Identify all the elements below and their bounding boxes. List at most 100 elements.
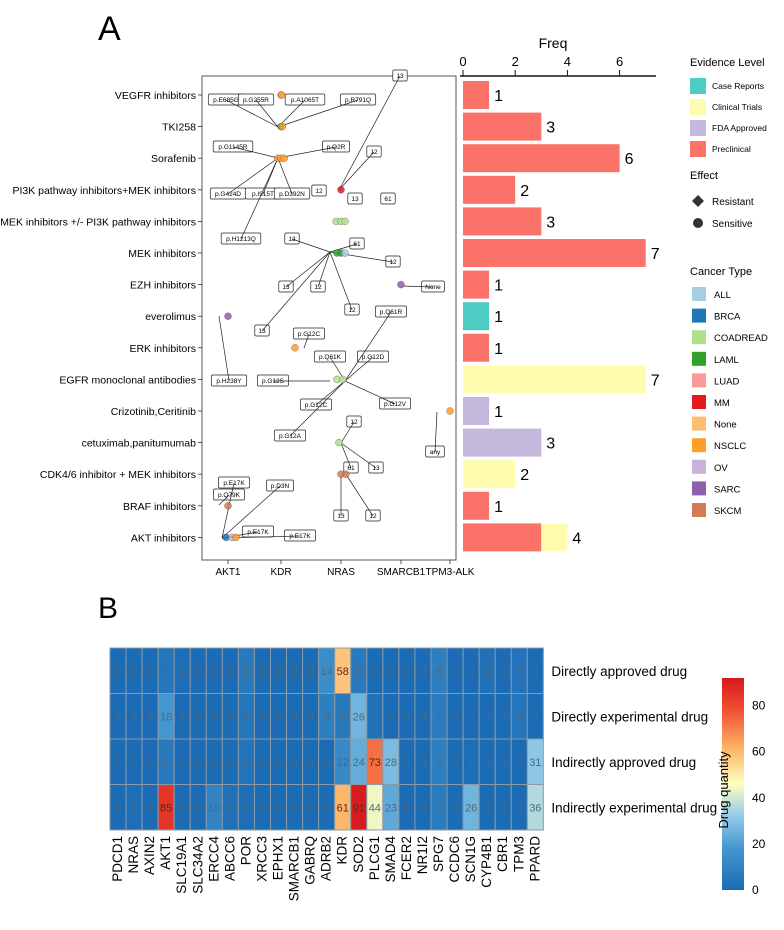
mutation-label: 61 bbox=[347, 465, 355, 472]
mutation-label-box bbox=[380, 192, 396, 205]
drug-label: BRAF inhibitors bbox=[123, 501, 196, 513]
heatmap-cell-value: 0 bbox=[484, 757, 490, 769]
connector-line bbox=[303, 333, 310, 349]
connector-line bbox=[346, 475, 374, 517]
heatmap-cell-value: 0 bbox=[452, 711, 458, 723]
freq-bar-label: 6 bbox=[625, 151, 634, 168]
heatmap-cell-value: 2 bbox=[484, 666, 490, 678]
connector-line bbox=[291, 238, 331, 253]
freq-bar-label: 7 bbox=[651, 372, 660, 389]
heatmap-cell-value: 0 bbox=[147, 666, 153, 678]
panel-a-label: A bbox=[98, 10, 121, 48]
connector-line bbox=[232, 146, 279, 159]
drug-label: Sorafenib bbox=[151, 153, 196, 165]
connector-line bbox=[340, 442, 377, 469]
mutation-label: 12 bbox=[369, 513, 377, 520]
heatmap-column-label: ADRB2 bbox=[319, 836, 334, 881]
freq-bar-fda-approved bbox=[463, 428, 542, 457]
scatter-point-nsclc bbox=[232, 533, 240, 542]
heatmap-cell-value: 0 bbox=[500, 666, 506, 678]
heatmap-cell-value: 0 bbox=[308, 711, 314, 723]
connector-line bbox=[221, 482, 235, 539]
freq-bar-label: 4 bbox=[572, 530, 581, 547]
connector-line bbox=[338, 75, 401, 191]
heatmap-cell-value: 44 bbox=[369, 802, 381, 814]
connector-line bbox=[221, 485, 281, 539]
heatmap-cell-value: 0 bbox=[420, 711, 426, 723]
freq-tick-label: 0 bbox=[459, 54, 466, 69]
mutation-label: 13 bbox=[351, 196, 359, 203]
mutation-label: 12 bbox=[314, 284, 322, 291]
mutation-label-box bbox=[311, 184, 327, 197]
mutation-label: p.E685G bbox=[213, 97, 239, 104]
freq-bar-label: 7 bbox=[651, 246, 660, 263]
heatmap-cell-value: 28 bbox=[385, 757, 397, 769]
drug-label: MEK inhibitors +/- PI3K pathway inhibito… bbox=[0, 216, 196, 228]
mutation-label-box bbox=[257, 374, 289, 387]
gene-axis-labels: AKT1 KDR NRAS SMARCB1 TPM3-ALK bbox=[215, 560, 475, 578]
heatmap-cell-value: 24 bbox=[353, 757, 365, 769]
mutation-label-box bbox=[237, 93, 275, 106]
heatmap-cell-value: 58 bbox=[337, 666, 349, 678]
legend-swatch bbox=[692, 503, 706, 517]
legend-effect-title: Effect bbox=[690, 170, 718, 182]
freq-bar-preclinical bbox=[463, 81, 490, 109]
heatmap-cell-value: 6 bbox=[163, 757, 169, 769]
legend-swatch bbox=[690, 120, 706, 136]
heatmap-cell-value: 0 bbox=[147, 802, 153, 814]
heatmap-cell-value: 0 bbox=[324, 757, 330, 769]
heatmap-column-label: SLC34A2 bbox=[190, 836, 205, 894]
heatmap-cell-value: 0 bbox=[275, 802, 281, 814]
heatmap-cell-value: 26 bbox=[465, 802, 477, 814]
heatmap-cell-value: 0 bbox=[292, 711, 298, 723]
heatmap-cell-value: 0 bbox=[404, 711, 410, 723]
colorbar-tick-label: 20 bbox=[752, 837, 766, 851]
freq-bar-label: 3 bbox=[546, 120, 555, 137]
heatmap-cell-value: 0 bbox=[259, 802, 265, 814]
mutation-label-box bbox=[385, 255, 401, 268]
connector-line bbox=[218, 315, 230, 382]
freq-bar-label: 1 bbox=[494, 404, 503, 421]
heatmap-cell-value: 4 bbox=[516, 711, 522, 723]
mutation-label-box bbox=[266, 479, 294, 492]
mutation-label-box bbox=[274, 429, 306, 442]
heatmap-cell-value: 0 bbox=[259, 711, 265, 723]
colorbar-tick-label: 0 bbox=[752, 883, 759, 897]
legend-cancer-item: SARC bbox=[714, 484, 741, 495]
mutation-label: p.E17K bbox=[289, 533, 311, 540]
heatmap-cell-value: 0 bbox=[308, 802, 314, 814]
heatmap-column-label: EPHX1 bbox=[271, 836, 286, 880]
connector-line bbox=[277, 157, 293, 195]
heatmap-column-label: POR bbox=[238, 836, 253, 866]
freq-bar-preclinical bbox=[463, 333, 490, 362]
mutation-label: 12 bbox=[315, 188, 323, 195]
gene-label: SMARCB1 bbox=[377, 567, 426, 578]
heatmap-cell-value: 0 bbox=[420, 802, 426, 814]
mutation-label: p.D392N bbox=[279, 191, 305, 198]
heatmap-cell-value: 0 bbox=[452, 757, 458, 769]
scatter-point-skcm bbox=[224, 502, 232, 510]
scatter-point-coadread bbox=[335, 438, 343, 447]
colorbar-tick-label: 60 bbox=[752, 745, 766, 759]
connector-line bbox=[344, 311, 392, 382]
heatmap-column-label: SOD2 bbox=[351, 836, 366, 873]
freq-bar-label: 1 bbox=[494, 88, 503, 105]
freq-tick-label: 2 bbox=[512, 54, 519, 69]
freq-bar-label: 2 bbox=[520, 183, 529, 200]
heatmap-cell-value: 0 bbox=[147, 757, 153, 769]
scatter-point-nsclc bbox=[446, 407, 454, 415]
freq-bar-preclinical bbox=[463, 207, 542, 236]
mutation-label-box bbox=[349, 237, 365, 250]
heatmap-cell-value: 1 bbox=[243, 802, 249, 814]
heatmap-cell-value: 0 bbox=[324, 802, 330, 814]
scatter-point-mm bbox=[337, 186, 345, 194]
heatmap-cell-value: 0 bbox=[308, 757, 314, 769]
connector-line bbox=[329, 251, 353, 311]
heatmap-column-label: ABCC6 bbox=[222, 836, 237, 881]
heatmap-cell-value: 0 bbox=[115, 711, 121, 723]
heatmap-cell-value: 0 bbox=[404, 666, 410, 678]
legend-cancer-item: NSCLC bbox=[714, 441, 746, 452]
mutation-label-box bbox=[392, 69, 408, 82]
connector-line bbox=[255, 99, 279, 128]
heatmap-cell-value: 2 bbox=[372, 711, 378, 723]
